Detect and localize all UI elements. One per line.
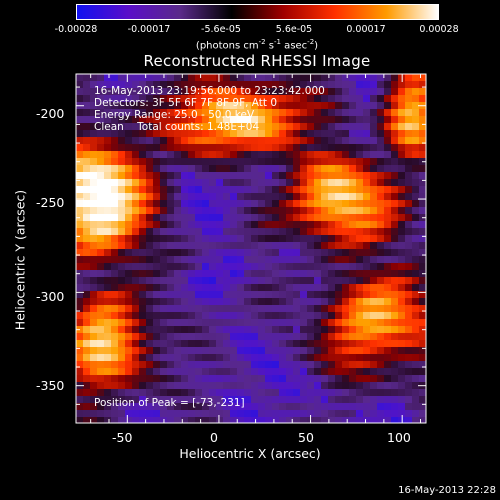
info-line: Detectors: 3F 5F 6F 7F 8F 9F, Att 0 — [94, 97, 278, 109]
x-tick-label: -50 — [112, 430, 133, 445]
y-tick-label: -250 — [36, 195, 65, 210]
x-tick-label: 100 — [387, 430, 411, 445]
y-tick-label: -300 — [36, 289, 65, 304]
peak-position-label: Position of Peak = [-73,-231] — [94, 397, 245, 409]
y-tick-label: -350 — [36, 378, 65, 393]
colorbar-tick-label: 5.6e-05 — [275, 24, 313, 35]
info-line: Energy Range: 25.0 - 50.0 keV — [94, 109, 255, 121]
y-tick-label: -200 — [36, 106, 65, 121]
colorbar-tick-label: 0.00017 — [346, 24, 386, 35]
timestamp: 16-May-2013 22:28 — [398, 485, 496, 496]
colorbar-unit: (photons cm-2 s-1 asec-2) — [195, 38, 319, 52]
colorbar-tick-label: 0.00028 — [419, 24, 459, 35]
chart-title: Reconstructed RHESSI Image — [143, 52, 371, 70]
colorbar — [76, 4, 439, 20]
info-line: 16-May-2013 23:19:56.000 to 23:23:42.000 — [94, 85, 325, 97]
heatmap-cells — [76, 74, 426, 423]
colorbar-tick-label: -0.00028 — [54, 24, 98, 35]
info-line: Clean Total counts: 1.48E+04 — [94, 121, 260, 133]
x-tick-label: 0 — [210, 430, 218, 445]
plot-frame — [75, 73, 427, 424]
x-tick-label: 50 — [298, 430, 314, 445]
x-axis-label: Heliocentric X (arcsec) — [179, 446, 321, 461]
observation-info: 16-May-2013 23:19:56.000 to 23:23:42.000… — [94, 85, 325, 133]
colorbar-tick-label: -0.00017 — [127, 24, 171, 35]
y-axis-label: Heliocentric Y (arcsec) — [12, 189, 28, 331]
colorbar-tick-label: -5.6e-05 — [201, 24, 241, 35]
